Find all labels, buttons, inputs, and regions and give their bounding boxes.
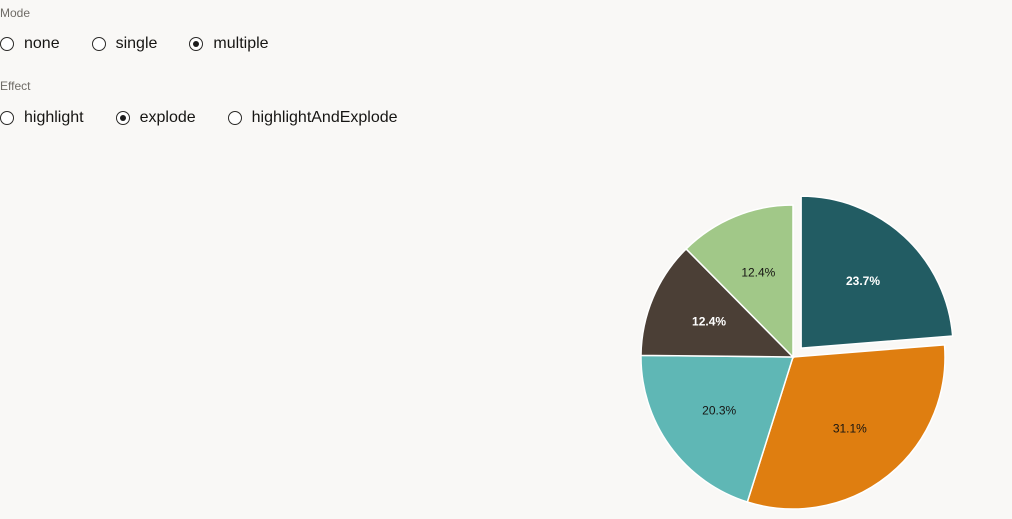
pie-slice-label: 12.4% <box>741 266 775 280</box>
radio-icon[interactable] <box>0 111 14 125</box>
pie-slice-label: 12.4% <box>692 314 726 328</box>
mode-option-multiple[interactable]: multiple <box>189 35 269 53</box>
effect-option-explode[interactable]: explode <box>115 109 196 127</box>
mode-label: Mode <box>0 6 31 20</box>
pie-slice[interactable] <box>685 204 794 359</box>
effect-radio-group: highlight explode highlightAndExplode <box>0 107 430 129</box>
effect-option-label: highlight <box>24 109 84 126</box>
effect-option-label: explode <box>139 109 196 126</box>
effect-option-highlight[interactable]: highlight <box>0 109 84 127</box>
radio-selected-icon[interactable] <box>115 111 130 125</box>
effect-label: Effect <box>0 79 31 93</box>
pie-slice[interactable] <box>800 195 954 349</box>
radio-selected-icon[interactable] <box>189 37 204 51</box>
radio-icon[interactable] <box>91 37 106 51</box>
mode-option-label: single <box>115 35 158 52</box>
pie-slice[interactable] <box>640 354 795 503</box>
pie-slice-label: 20.3% <box>702 404 736 418</box>
pie-slice[interactable] <box>640 247 795 358</box>
mode-option-single[interactable]: single <box>91 35 158 53</box>
radio-icon[interactable] <box>0 37 14 51</box>
pie-slice-label: 31.1% <box>833 421 867 435</box>
mode-option-none[interactable]: none <box>0 35 60 53</box>
pie-slice-label: 23.7% <box>846 274 880 288</box>
mode-option-label: none <box>24 35 60 52</box>
mode-option-label: multiple <box>213 35 269 52</box>
radio-icon[interactable] <box>227 111 242 125</box>
pie-slice[interactable] <box>746 344 946 510</box>
mode-radio-group: none single multiple <box>0 33 301 55</box>
effect-option-label: highlightAndExplode <box>251 109 398 126</box>
effect-option-highlight-and-explode[interactable]: highlightAndExplode <box>227 109 398 127</box>
